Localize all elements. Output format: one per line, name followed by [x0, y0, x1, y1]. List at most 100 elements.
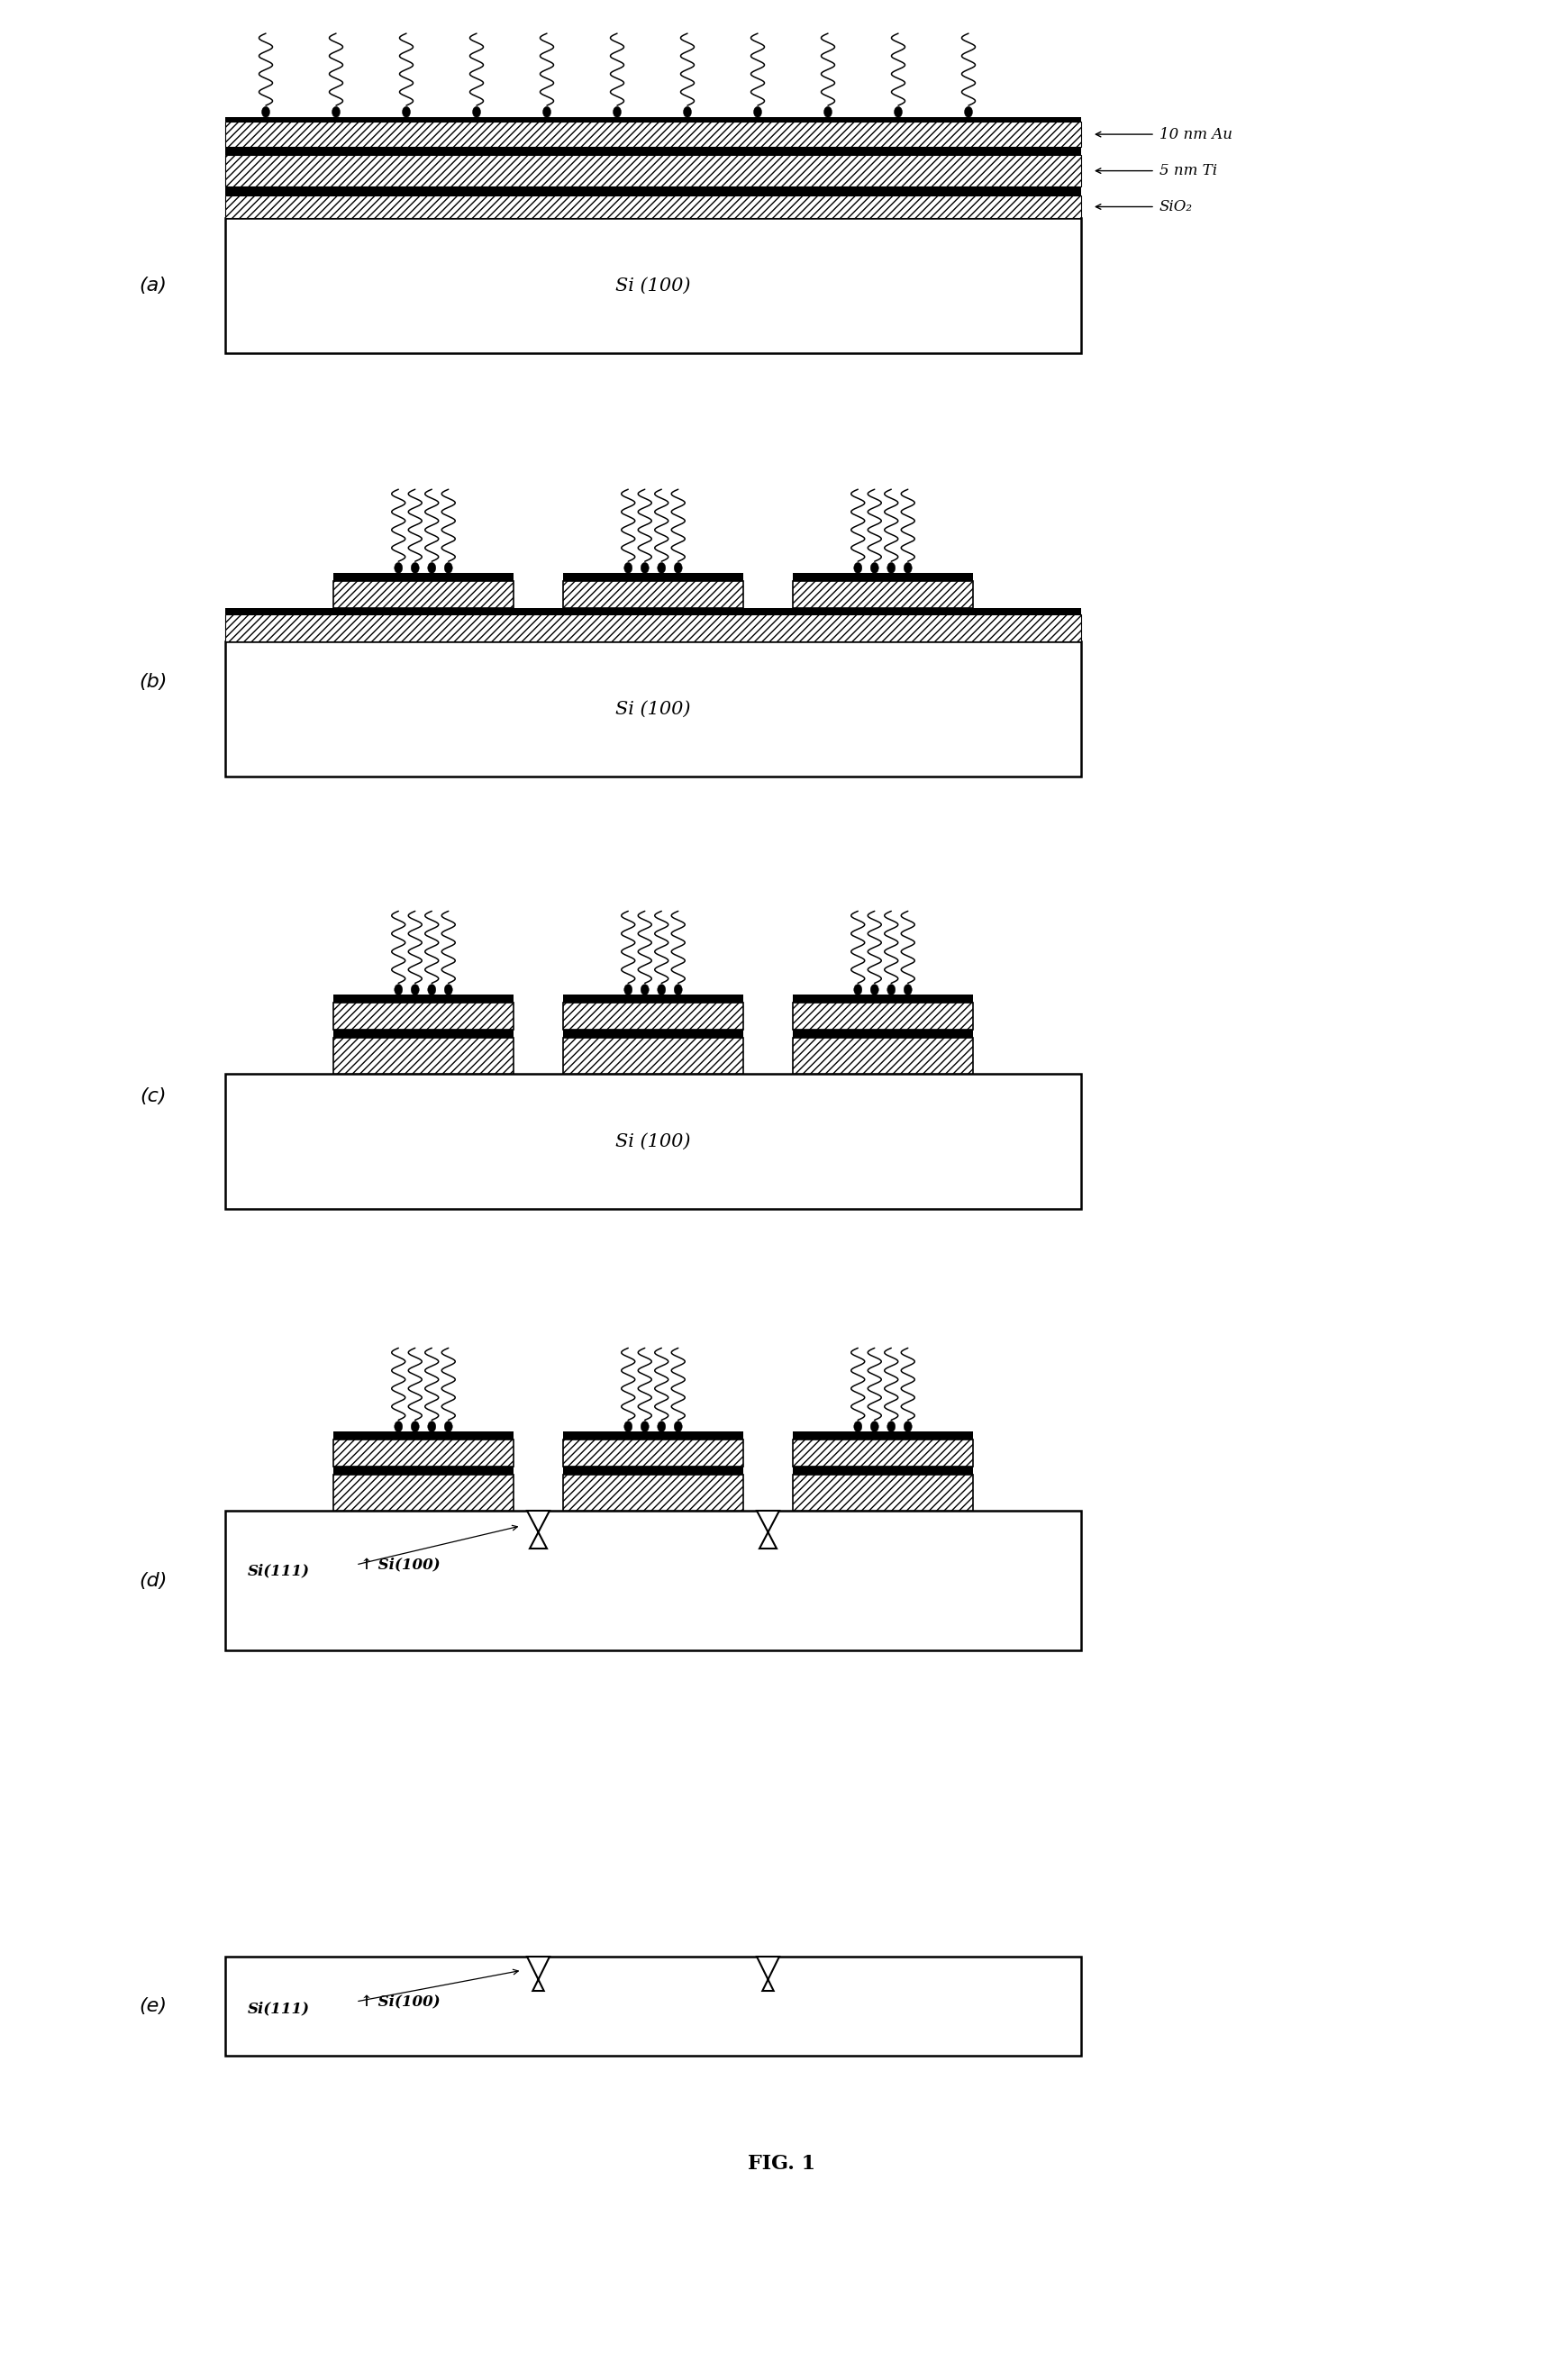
Bar	[563, 1430, 743, 1440]
Bar	[225, 117, 1081, 121]
Ellipse shape	[887, 985, 895, 995]
Ellipse shape	[904, 562, 912, 574]
Bar	[225, 148, 1081, 155]
Bar	[563, 995, 743, 1002]
Ellipse shape	[674, 1421, 682, 1433]
Ellipse shape	[887, 1421, 895, 1433]
Bar	[225, 640, 1081, 776]
Polygon shape	[527, 1511, 549, 1549]
Bar	[225, 121, 1081, 148]
Text: Si (100): Si (100)	[616, 276, 691, 295]
Bar	[793, 1031, 973, 1038]
Ellipse shape	[824, 107, 832, 117]
Ellipse shape	[904, 985, 912, 995]
Polygon shape	[757, 1511, 779, 1549]
Ellipse shape	[657, 985, 666, 995]
Text: 10 nm Au: 10 nm Au	[1159, 126, 1232, 143]
Bar	[563, 1440, 743, 1466]
Bar	[225, 195, 1081, 219]
Bar	[333, 1038, 513, 1073]
Ellipse shape	[332, 107, 339, 117]
Ellipse shape	[402, 107, 410, 117]
Polygon shape	[527, 1956, 549, 1990]
Text: FIG. 1: FIG. 1	[748, 2154, 816, 2173]
Ellipse shape	[871, 985, 879, 995]
Ellipse shape	[624, 985, 632, 995]
Ellipse shape	[394, 985, 402, 995]
Text: (a): (a)	[139, 276, 167, 295]
Bar	[225, 1073, 1081, 1209]
Ellipse shape	[887, 562, 895, 574]
Bar	[333, 995, 513, 1002]
Bar	[333, 574, 513, 581]
Bar	[563, 1476, 743, 1511]
Polygon shape	[757, 1956, 779, 1990]
Ellipse shape	[444, 562, 452, 574]
Ellipse shape	[674, 985, 682, 995]
Bar	[225, 219, 1081, 352]
Ellipse shape	[472, 107, 480, 117]
Bar	[793, 1430, 973, 1440]
Ellipse shape	[674, 562, 682, 574]
Ellipse shape	[411, 985, 419, 995]
Bar	[563, 574, 743, 581]
Text: (b): (b)	[139, 674, 167, 690]
Ellipse shape	[394, 1421, 402, 1433]
Text: Si(111): Si(111)	[247, 1564, 310, 1578]
Text: ↑ Si(100): ↑ Si(100)	[360, 1557, 439, 1573]
Bar	[563, 1038, 743, 1073]
Bar	[793, 995, 973, 1002]
Ellipse shape	[965, 107, 973, 117]
Bar	[793, 1476, 973, 1511]
Ellipse shape	[754, 107, 762, 117]
Ellipse shape	[394, 562, 402, 574]
Bar	[333, 1466, 513, 1476]
Ellipse shape	[411, 562, 419, 574]
Bar	[793, 1466, 973, 1476]
Ellipse shape	[871, 562, 879, 574]
Ellipse shape	[427, 1421, 436, 1433]
Ellipse shape	[657, 1421, 666, 1433]
Ellipse shape	[683, 107, 691, 117]
Bar	[333, 1002, 513, 1031]
Bar	[563, 1002, 743, 1031]
Bar	[793, 581, 973, 607]
Ellipse shape	[854, 562, 862, 574]
Ellipse shape	[624, 562, 632, 574]
Ellipse shape	[427, 985, 436, 995]
Bar	[793, 574, 973, 581]
Bar	[225, 614, 1081, 640]
Bar	[333, 1031, 513, 1038]
Ellipse shape	[904, 1421, 912, 1433]
Ellipse shape	[895, 107, 902, 117]
Ellipse shape	[444, 1421, 452, 1433]
Bar	[563, 581, 743, 607]
Ellipse shape	[641, 562, 649, 574]
Ellipse shape	[624, 1421, 632, 1433]
Text: 5 nm Ti: 5 nm Ti	[1159, 164, 1217, 178]
Ellipse shape	[543, 107, 551, 117]
Bar	[333, 581, 513, 607]
Bar	[225, 1511, 1081, 1649]
Ellipse shape	[411, 1421, 419, 1433]
Text: (e): (e)	[139, 1997, 167, 2016]
Bar	[793, 1038, 973, 1073]
Ellipse shape	[613, 107, 621, 117]
Text: (d): (d)	[139, 1571, 167, 1590]
Ellipse shape	[854, 1421, 862, 1433]
Bar	[225, 155, 1081, 186]
Text: ↑ Si(100): ↑ Si(100)	[360, 1994, 439, 2009]
Bar	[225, 1956, 1081, 2056]
Bar	[225, 186, 1081, 195]
Bar	[793, 1002, 973, 1031]
Bar	[563, 1466, 743, 1476]
Ellipse shape	[641, 1421, 649, 1433]
Ellipse shape	[444, 985, 452, 995]
Text: Si(111): Si(111)	[247, 2002, 310, 2016]
Bar	[225, 607, 1081, 614]
Ellipse shape	[854, 985, 862, 995]
Bar	[563, 1031, 743, 1038]
Ellipse shape	[261, 107, 271, 117]
Text: Si (100): Si (100)	[616, 1133, 691, 1150]
Ellipse shape	[641, 985, 649, 995]
